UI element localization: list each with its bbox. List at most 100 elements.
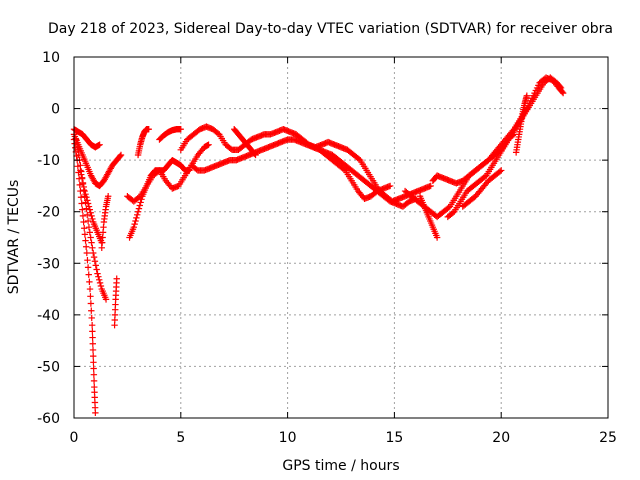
y-tick-label: -30 [37, 256, 60, 272]
data-point-marker [135, 205, 143, 212]
data-point-marker [88, 212, 95, 220]
data-point-marker [75, 151, 82, 159]
data-point-marker [86, 278, 93, 286]
data-point-marker [130, 223, 138, 231]
series-arc-17 [416, 193, 441, 241]
data-point-marker [74, 146, 82, 154]
series-arc-20 [459, 167, 505, 210]
data-point-marker [113, 275, 120, 282]
y-axis-label: SDTVAR / TECUs [6, 180, 22, 295]
data-point-marker [96, 276, 103, 283]
plot-frame [73, 56, 609, 419]
data-point-marker [79, 206, 86, 213]
x-tick-label: 20 [492, 430, 510, 446]
data-point-marker [186, 167, 193, 174]
data-point-marker [84, 197, 91, 204]
data-point-marker [177, 126, 184, 133]
series-arc-11 [156, 126, 184, 143]
y-tick-label: 10 [42, 50, 60, 66]
series-arc-21 [512, 92, 531, 156]
data-point-marker [559, 89, 567, 97]
data-point-marker [137, 199, 144, 206]
data-point-marker [132, 217, 139, 225]
data-point-marker [95, 273, 102, 280]
data-point-marker [76, 181, 83, 189]
series-arc-15 [316, 146, 394, 203]
data-point-marker [251, 150, 258, 158]
data-point-marker [116, 152, 124, 160]
series-arc-1 [70, 126, 103, 151]
data-point-marker [131, 220, 138, 228]
data-point-marker [94, 270, 101, 277]
data-point-marker [83, 194, 90, 201]
data-point-marker [85, 271, 92, 278]
data-point-marker [79, 212, 87, 220]
x-tick-label: 10 [279, 430, 297, 446]
data-points [70, 74, 567, 417]
y-tick-label: -40 [37, 308, 60, 324]
data-point-marker [87, 209, 94, 216]
series-arc-5 [77, 167, 105, 246]
y-tick-label: -20 [37, 205, 60, 221]
data-point-marker [81, 225, 88, 232]
data-point-marker [88, 314, 95, 322]
series-arc-7 [111, 275, 120, 329]
series-arc-10 [134, 126, 152, 159]
x-tick-label: 25 [599, 430, 617, 446]
data-point-marker [96, 279, 104, 287]
data-point-marker [81, 231, 89, 238]
data-point-marker [90, 359, 97, 366]
data-point-marker [79, 179, 87, 187]
data-point-marker [80, 183, 88, 191]
data-point-marker [78, 171, 85, 178]
data-point-marker [87, 234, 94, 241]
data-point-marker [73, 141, 81, 148]
data-point-marker [89, 215, 96, 223]
data-point-marker [559, 88, 566, 96]
data-point-marker [77, 167, 84, 174]
data-point-marker [82, 190, 89, 198]
y-tick-label: -10 [37, 153, 60, 169]
y-tick-label: -60 [37, 411, 60, 427]
data-point-marker [86, 206, 94, 213]
x-axis-label: GPS time / hours [282, 458, 399, 474]
data-point-marker [205, 141, 212, 148]
data-point-marker [85, 223, 93, 231]
data-point-marker [138, 196, 145, 203]
data-point-marker [90, 253, 98, 261]
data-point-marker [93, 266, 100, 273]
data-point-marker [496, 168, 504, 175]
data-point-marker [84, 256, 91, 264]
data-point-marker [85, 203, 93, 210]
data-point-marker [77, 194, 85, 201]
data-point-marker [90, 377, 98, 385]
data-point-marker [86, 229, 94, 236]
data-point-marker [89, 334, 96, 341]
data-point-marker [90, 365, 97, 372]
data-point-marker [84, 217, 92, 225]
x-axis-ticks: 0 5 10 15 20 25 [70, 57, 617, 446]
data-point-marker [81, 187, 88, 195]
data-point-marker [89, 340, 96, 347]
series-arc-9 [126, 156, 193, 241]
data-point-marker [557, 84, 565, 92]
grid-lines [74, 57, 608, 418]
data-point-marker [83, 249, 91, 257]
data-point-marker [86, 285, 94, 293]
data-point-marker [82, 237, 89, 244]
data-point-marker [90, 249, 97, 257]
x-tick-label: 0 [70, 430, 79, 446]
data-point-marker [433, 234, 441, 241]
series-arc-6 [98, 193, 112, 252]
x-tick-label: 5 [176, 430, 185, 446]
data-point-marker [117, 151, 125, 159]
data-point-marker [88, 321, 96, 329]
data-point-marker [82, 243, 90, 250]
data-point-marker [89, 346, 97, 354]
data-point-marker [88, 239, 95, 246]
data-point-marker [252, 151, 259, 159]
y-tick-label: 0 [51, 102, 60, 118]
data-point-marker [134, 211, 141, 219]
data-point-marker [84, 200, 92, 207]
